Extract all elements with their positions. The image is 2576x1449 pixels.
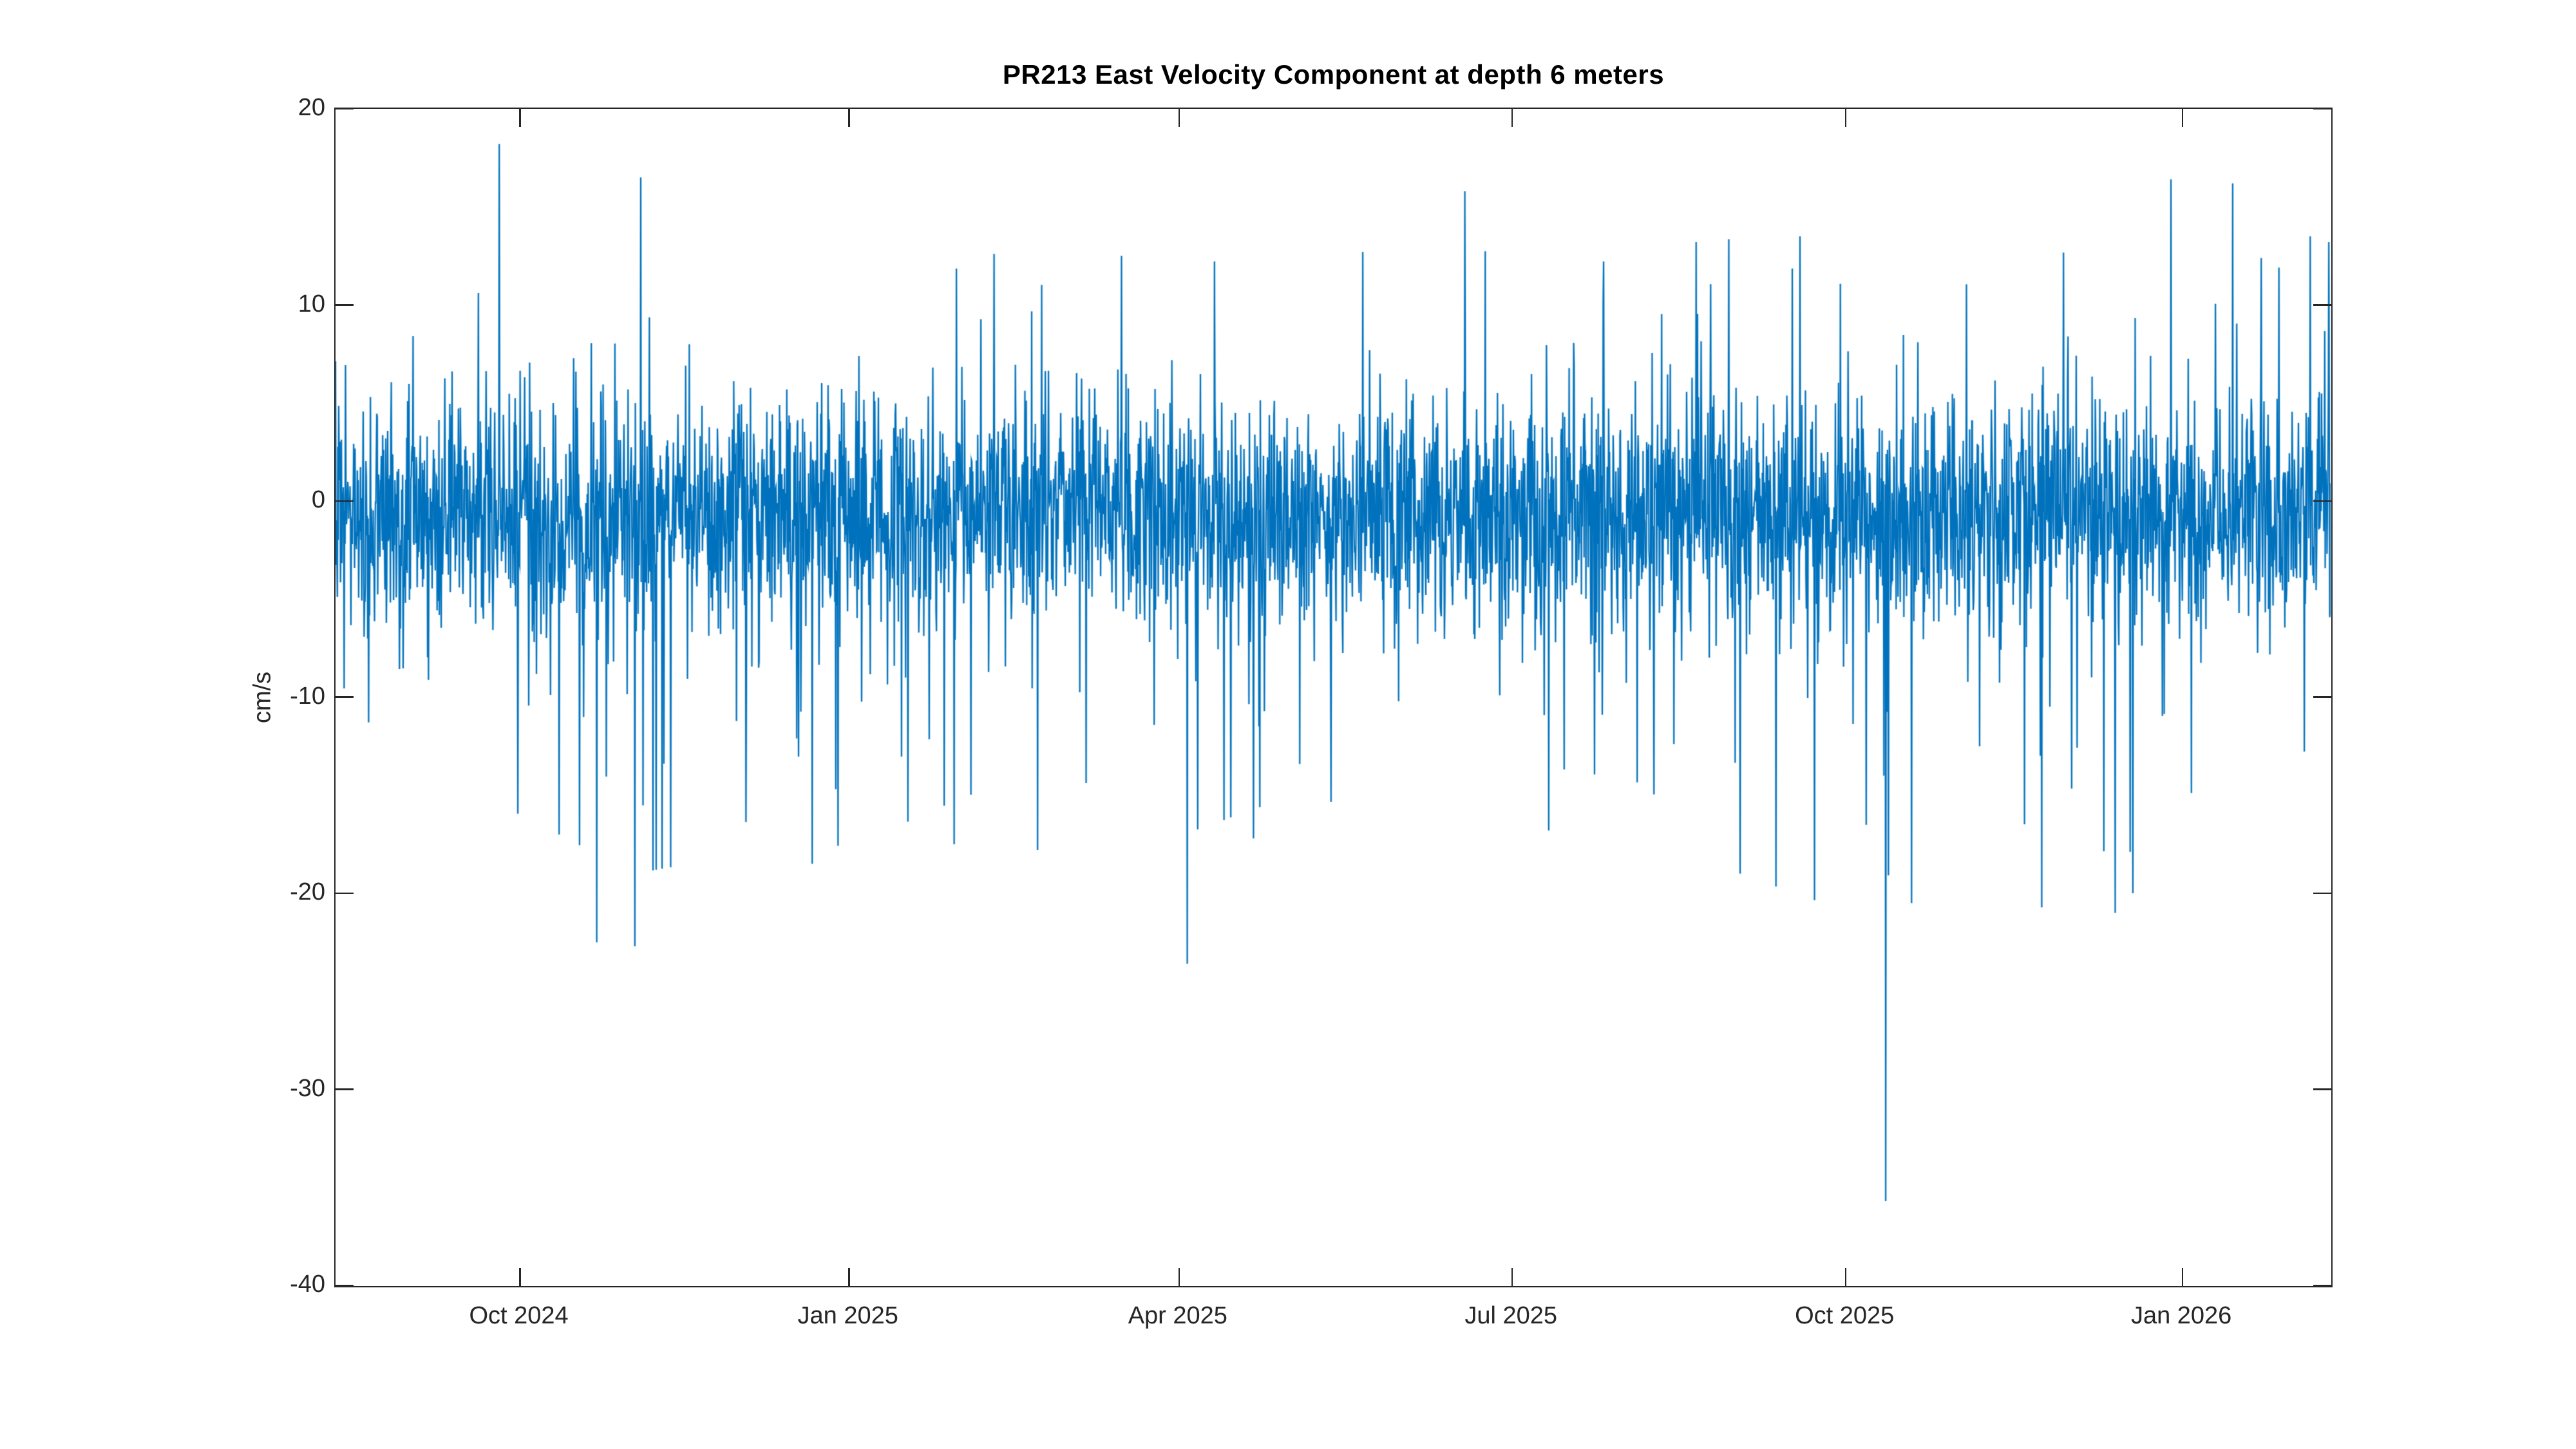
x-tick (1178, 109, 1180, 127)
y-tick-label: -40 (290, 1271, 325, 1298)
x-tick (519, 1268, 521, 1286)
y-tick (2313, 696, 2331, 698)
y-tick (2313, 892, 2331, 895)
y-tick-label: 10 (298, 290, 325, 317)
x-tick (848, 109, 850, 127)
y-tick-label: -20 (290, 878, 325, 905)
y-tick (336, 1284, 354, 1287)
chart-title: PR213 East Velocity Component at depth 6… (1002, 59, 1665, 90)
y-tick (336, 108, 354, 110)
x-tick (1844, 109, 1847, 127)
x-tick (1511, 109, 1513, 127)
x-tick (848, 1268, 850, 1286)
y-tick (336, 696, 354, 698)
x-tick (519, 109, 521, 127)
y-tick (336, 500, 354, 502)
x-tick (1844, 1268, 1847, 1286)
x-tick (2181, 1268, 2184, 1286)
x-tick-label: Jan 2026 (2130, 1302, 2232, 1329)
y-tick-label: -30 (290, 1074, 325, 1102)
y-tick (2313, 1284, 2331, 1287)
y-tick-label: 0 (311, 486, 325, 513)
y-tick (336, 892, 354, 895)
y-tick (2313, 108, 2331, 110)
y-tick (2313, 304, 2331, 306)
x-tick-label: Apr 2025 (1128, 1302, 1227, 1329)
x-tick-label: Jul 2025 (1464, 1302, 1558, 1329)
x-tick (1511, 1268, 1513, 1286)
x-tick-label: Jan 2025 (797, 1302, 898, 1329)
y-tick (336, 1088, 354, 1090)
y-tick-label: -10 (290, 682, 325, 710)
x-tick-label: Oct 2024 (469, 1302, 569, 1329)
y-tick (2313, 1088, 2331, 1090)
y-tick (2313, 500, 2331, 502)
y-tick (336, 304, 354, 306)
plot-area (334, 108, 2333, 1287)
velocity-trace-canvas (336, 109, 2331, 1285)
x-tick-label: Oct 2025 (1795, 1302, 1895, 1329)
x-tick (1178, 1268, 1180, 1286)
y-tick-label: 20 (298, 94, 325, 121)
x-tick (2181, 109, 2184, 127)
